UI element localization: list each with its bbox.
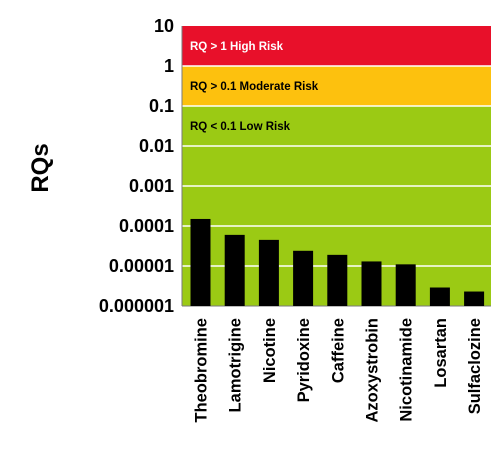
bar-theobromine (190, 218, 211, 306)
y-tick-label: 0.000001 (99, 296, 174, 316)
x-tick-labels: Theobromine Lamotrigine Nicotine Pyridoxine… (193, 318, 485, 423)
y-tick-label: 0.0001 (119, 216, 174, 236)
bar-losartan (429, 287, 450, 306)
y-tick-label: 10 (154, 16, 174, 36)
x-tick-label-nicotinamide: Nicotinamide (398, 318, 416, 422)
bar-nicotinamide (395, 264, 416, 306)
x-tick-label-lamotrigine: Lamotrigine (227, 318, 245, 412)
moderate-risk-zone (182, 66, 491, 106)
y-tick-label: 0.1 (149, 96, 174, 116)
bar-sulfaclozine (464, 291, 485, 306)
x-tick-label-theobromine: Theobromine (193, 318, 211, 423)
bar-azoxystrobin (361, 261, 382, 306)
bar-nicotine (258, 239, 279, 306)
y-tick-labels: 10 1 0.1 0.01 0.001 0.0001 0.00001 0.000001 (99, 16, 174, 316)
bar-caffeine (327, 254, 348, 306)
x-tick-label-nicotine: Nicotine (261, 318, 279, 383)
y-tick-label: 1 (164, 56, 174, 76)
x-tick-label-pyridoxine: Pyridoxine (295, 318, 313, 402)
high-risk-zone (182, 26, 491, 66)
bars (190, 218, 485, 306)
bar-pyridoxine (293, 250, 314, 306)
risk-zone-labels: RQ > 1 High Risk RQ > 0.1 Moderate Risk RQ… (190, 41, 319, 133)
y-tick-label: 0.01 (139, 136, 174, 156)
y-tick-label: 0.00001 (109, 256, 174, 276)
x-tick-label-azoxystrobin: Azoxystrobin (364, 318, 382, 423)
y-axis-label: RQs (27, 143, 54, 192)
bar-lamotrigine (224, 234, 245, 306)
moderate-risk-label: RQ > 0.1 Moderate Risk (190, 81, 319, 93)
x-tick-label-sulfaclozine: Sulfaclozine (466, 318, 484, 414)
high-risk-label: RQ > 1 High Risk (190, 41, 284, 53)
x-tick-label-losartan: Losartan (432, 318, 450, 388)
low-risk-label: RQ < 0.1 Low Risk (190, 121, 291, 133)
y-tick-label: 0.001 (129, 176, 174, 196)
x-tick-label-caffeine: Caffeine (329, 318, 347, 383)
